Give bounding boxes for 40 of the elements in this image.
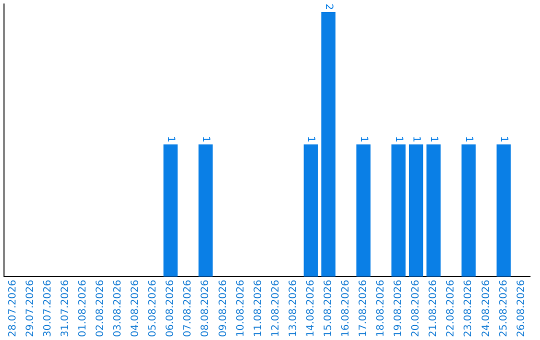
x-tick-label: 02.08.2026 bbox=[95, 280, 106, 338]
x-tick-label: 06.08.2026 bbox=[165, 280, 176, 338]
x-tick-label: 03.08.2026 bbox=[112, 280, 124, 338]
x-tick-label: 08.08.2026 bbox=[200, 280, 212, 338]
x-tick-label: 19.08.2026 bbox=[393, 280, 404, 338]
data-label: 1 bbox=[164, 136, 176, 142]
x-tick-label: 10.08.2026 bbox=[235, 280, 246, 338]
x-tick-label: 12.08.2026 bbox=[270, 280, 282, 338]
x-tick-label: 01.08.2026 bbox=[77, 280, 88, 338]
x-tick-label: 20.08.2026 bbox=[410, 280, 422, 338]
x-tick-label: 22.08.2026 bbox=[446, 280, 457, 338]
x-tick-label: 29.07.2026 bbox=[24, 280, 36, 338]
x-tick-label: 31.07.2026 bbox=[60, 280, 71, 338]
x-tick-label: 24.08.2026 bbox=[480, 280, 492, 338]
data-label: 1 bbox=[358, 136, 369, 142]
data-label: 1 bbox=[463, 136, 474, 142]
data-label: 1 bbox=[428, 136, 439, 142]
data-label: 1 bbox=[305, 136, 316, 142]
x-tick-label: 09.08.2026 bbox=[218, 280, 229, 338]
x-tick-label: 21.08.2026 bbox=[428, 280, 440, 338]
x-tick-label: 30.07.2026 bbox=[42, 280, 54, 338]
x-tick-label: 14.08.2026 bbox=[305, 280, 316, 338]
x-tick-label: 25.08.2026 bbox=[498, 280, 510, 338]
data-label: 1 bbox=[498, 136, 510, 142]
x-tick-label: 28.07.2026 bbox=[7, 280, 18, 338]
data-label: 1 bbox=[410, 136, 422, 142]
x-tick-label: 11.08.2026 bbox=[252, 280, 264, 338]
x-tick-label: 07.08.2026 bbox=[182, 280, 194, 338]
x-tick-label: 04.08.2026 bbox=[130, 280, 142, 338]
x-tick-label: 23.08.2026 bbox=[463, 280, 474, 338]
x-tick-label: 17.08.2026 bbox=[358, 280, 370, 338]
x-tick-label: 05.08.2026 bbox=[148, 280, 159, 338]
data-label: 2 bbox=[322, 4, 334, 10]
x-tick-label: 18.08.2026 bbox=[376, 280, 387, 338]
data-label: 1 bbox=[200, 136, 212, 142]
x-tick-label: 26.08.2026 bbox=[516, 280, 527, 338]
data-label: 1 bbox=[392, 136, 404, 142]
x-tick-label: 16.08.2026 bbox=[340, 280, 352, 338]
x-tick-label: 13.08.2026 bbox=[288, 280, 299, 338]
x-tick-label: 15.08.2026 bbox=[322, 280, 334, 338]
